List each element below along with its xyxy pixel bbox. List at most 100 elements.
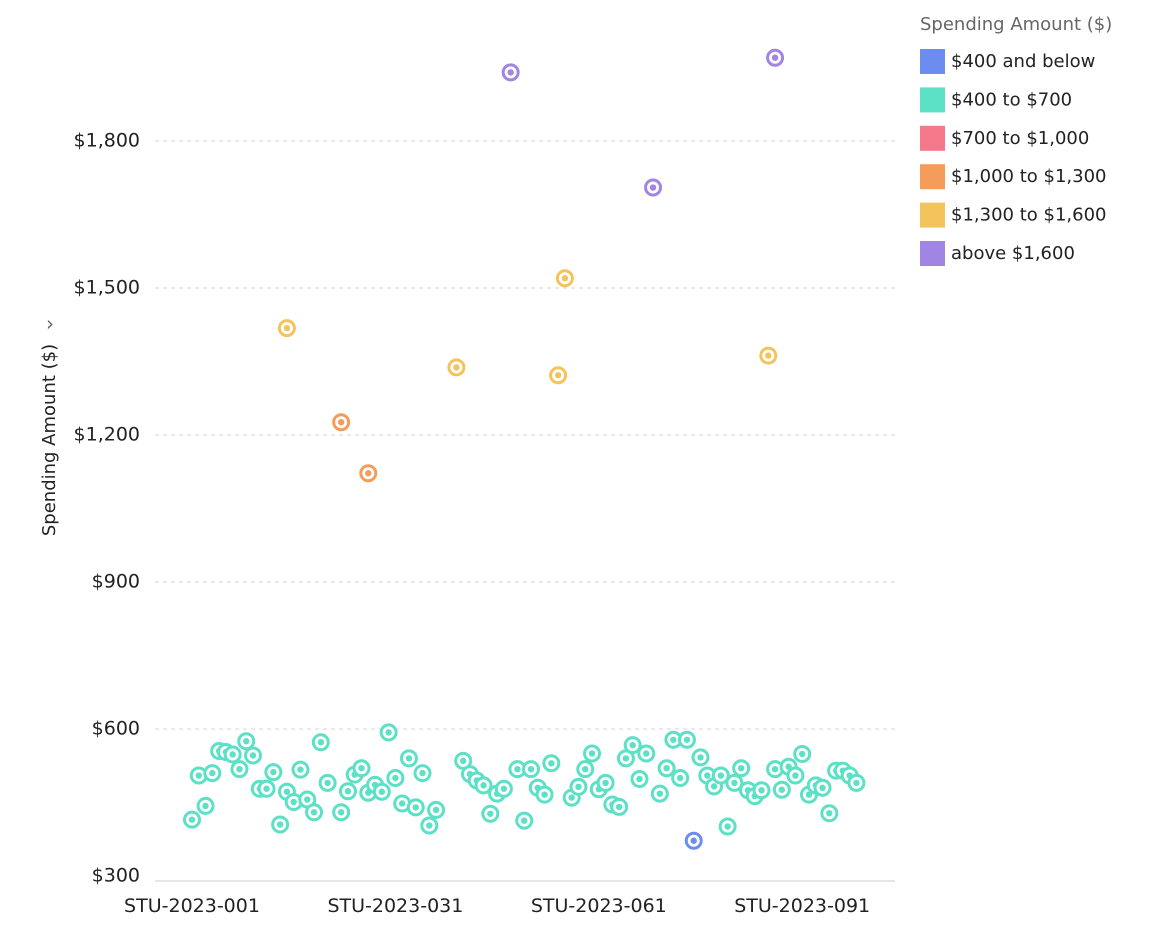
data-point[interactable] (718, 817, 737, 836)
data-point[interactable] (413, 764, 432, 783)
data-point[interactable] (786, 766, 805, 785)
y-tick-label: $300 (92, 865, 140, 887)
data-point[interactable] (684, 831, 703, 850)
data-point[interactable] (691, 748, 710, 767)
data-point[interactable] (555, 269, 574, 288)
data-point[interactable] (623, 736, 642, 755)
data-point[interactable] (772, 780, 791, 799)
y-axis-label: Spending Amount ($) (39, 344, 60, 536)
data-point[interactable] (244, 746, 263, 765)
legend-title: Spending Amount ($) (920, 14, 1112, 35)
data-point[interactable] (759, 346, 778, 365)
y-tick-label: $900 (92, 571, 140, 593)
y-axis-label-group[interactable]: Spending Amount ($) › (39, 312, 60, 537)
legend-item[interactable]: $1,300 to $1,600 (920, 202, 1106, 228)
legend-swatch (920, 202, 945, 228)
data-point[interactable] (183, 810, 201, 829)
data-point[interactable] (542, 754, 561, 773)
data-point[interactable] (535, 785, 554, 804)
data-point[interactable] (223, 745, 242, 764)
data-point[interactable] (494, 779, 513, 798)
y-tick-label: $600 (92, 718, 140, 740)
data-point[interactable] (271, 815, 290, 834)
data-point[interactable] (793, 744, 812, 763)
data-point[interactable] (657, 759, 676, 778)
data-point[interactable] (481, 804, 500, 823)
data-points (183, 48, 866, 850)
data-point[interactable] (711, 766, 730, 785)
data-point[interactable] (399, 749, 418, 768)
data-point[interactable] (352, 759, 371, 778)
data-point[interactable] (650, 784, 669, 803)
legend-swatch (920, 125, 945, 151)
data-point[interactable] (515, 811, 534, 830)
legend-item[interactable]: above $1,600 (920, 241, 1075, 266)
data-point[interactable] (630, 769, 649, 788)
legend-label: $1,300 to $1,600 (951, 205, 1106, 226)
data-point[interactable] (372, 782, 391, 801)
data-point[interactable] (427, 800, 446, 819)
data-point[interactable] (820, 804, 839, 823)
data-point[interactable] (644, 178, 663, 197)
data-point[interactable] (474, 776, 493, 795)
data-point[interactable] (447, 358, 466, 377)
legend-label: $700 to $1,000 (951, 128, 1089, 149)
chevron-right-icon[interactable]: › (46, 312, 54, 336)
x-axis-ticks: STU-2023-001 STU-2023-031 STU-2023-061 STU-… (124, 895, 870, 917)
y-tick-label: $1,200 (74, 424, 140, 446)
data-point[interactable] (311, 733, 330, 752)
data-point[interactable] (203, 764, 222, 783)
data-point[interactable] (230, 760, 249, 779)
data-point[interactable] (752, 781, 771, 800)
legend-label: $400 and below (951, 51, 1095, 72)
data-point[interactable] (501, 63, 520, 82)
data-point[interactable] (196, 796, 215, 815)
data-point[interactable] (637, 744, 656, 763)
data-point[interactable] (386, 769, 405, 787)
grid-layer (155, 140, 895, 730)
legend-item[interactable]: $1,000 to $1,300 (920, 164, 1106, 190)
legend: Spending Amount ($) $400 and below $400 t… (920, 14, 1112, 266)
legend-label: $1,000 to $1,300 (951, 166, 1106, 187)
data-point[interactable] (237, 732, 256, 751)
data-point[interactable] (305, 803, 324, 822)
data-point[interactable] (576, 760, 595, 779)
legend-item[interactable]: $400 to $700 (920, 87, 1072, 113)
data-point[interactable] (569, 777, 588, 796)
data-point[interactable] (291, 760, 310, 779)
data-point[interactable] (257, 779, 276, 798)
data-point[interactable] (847, 773, 866, 792)
data-point[interactable] (420, 816, 439, 835)
x-tick-label: STU-2023-001 (124, 895, 260, 917)
data-point[interactable] (610, 797, 629, 816)
data-point[interactable] (508, 760, 527, 779)
data-point[interactable] (406, 798, 425, 817)
data-point[interactable] (379, 723, 398, 742)
data-point[interactable] (522, 760, 540, 779)
legend-item[interactable]: $700 to $1,000 (920, 125, 1089, 151)
legend-item[interactable]: $400 and below (920, 49, 1095, 74)
data-point[interactable] (318, 773, 337, 792)
y-axis-ticks: $300 $600 $900 $1,200 $1,500 $1,800 (74, 130, 140, 887)
data-point[interactable] (332, 803, 351, 822)
data-point[interactable] (338, 782, 357, 801)
data-point[interactable] (332, 413, 351, 432)
data-point[interactable] (813, 778, 832, 797)
data-point[interactable] (732, 759, 751, 778)
data-point[interactable] (677, 730, 696, 749)
data-point[interactable] (725, 773, 744, 792)
data-point[interactable] (359, 464, 378, 483)
data-point[interactable] (583, 744, 602, 763)
data-point[interactable] (277, 319, 296, 338)
legend-label: above $1,600 (951, 243, 1075, 264)
legend-swatch (920, 87, 945, 113)
x-tick-label: STU-2023-031 (327, 895, 463, 917)
data-point[interactable] (671, 769, 690, 787)
data-point[interactable] (264, 763, 283, 782)
data-point[interactable] (549, 366, 568, 385)
legend-swatch (920, 241, 945, 266)
data-point[interactable] (766, 48, 785, 67)
data-point[interactable] (596, 773, 615, 792)
